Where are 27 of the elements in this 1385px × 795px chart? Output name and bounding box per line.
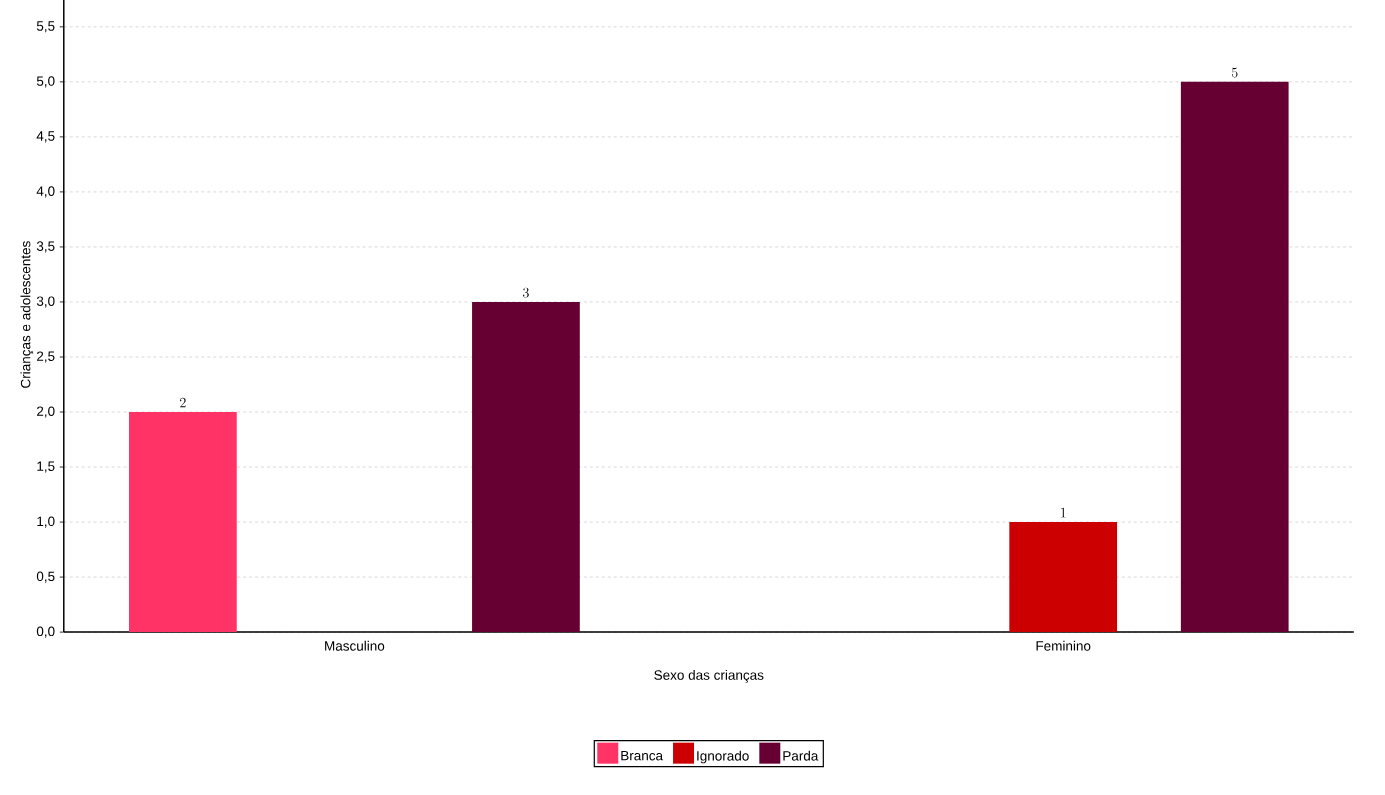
legend-label: Branca — [621, 751, 664, 761]
y-tick-label: 1,0 — [37, 516, 55, 528]
y-tick-label: 0,5 — [36, 571, 55, 583]
y-tick-label: 1,5 — [37, 461, 55, 473]
legend-label: Parda — [783, 750, 819, 761]
y-tick-label: 0,0 — [36, 626, 55, 638]
y-tick-label: 5,5 — [36, 21, 55, 33]
bar — [472, 301, 580, 633]
data-label: 2 — [180, 397, 186, 408]
bar — [1009, 522, 1118, 633]
legend-label: Ignorado — [697, 750, 749, 764]
y-tick-label: 4,0 — [36, 186, 55, 198]
y-tick-label: 5,0 — [36, 76, 55, 88]
y-tick-label: 4,5 — [36, 131, 55, 143]
data-label: 1 — [1061, 507, 1066, 518]
y-tick-label: 3,5 — [36, 241, 55, 253]
x-tick-label: Feminino — [1036, 640, 1091, 651]
bar — [1180, 81, 1289, 633]
x-axis-title: Sexo das crianças — [654, 669, 764, 683]
data-label: 5 — [1231, 67, 1238, 78]
y-axis-title: Crianças e adolescentes — [20, 241, 34, 388]
bar — [129, 412, 237, 633]
x-tick-label: Masculino — [325, 640, 385, 651]
y-tick-label: 2,5 — [37, 351, 55, 363]
y-tick-label: 3,0 — [36, 296, 55, 308]
data-label: 3 — [523, 287, 529, 298]
y-tick-label: 2,0 — [37, 406, 55, 418]
